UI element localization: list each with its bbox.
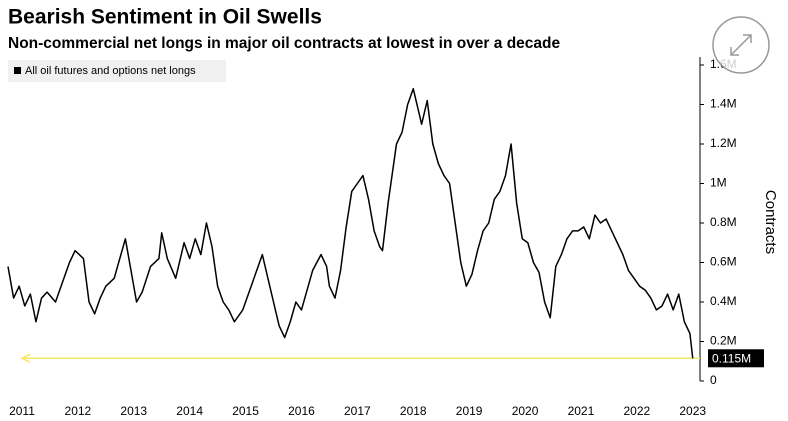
legend-swatch — [14, 67, 21, 74]
x-tick-label: 2012 — [65, 404, 92, 418]
y-tick-label: 1.4M — [710, 97, 737, 111]
y-axis-label: Contracts — [762, 190, 779, 254]
expand-icon[interactable] — [712, 16, 770, 74]
x-tick-label: 2023 — [679, 404, 706, 418]
legend-box — [8, 60, 226, 82]
annotation-label: 0.115M — [712, 351, 751, 365]
y-tick-label: 0.8M — [710, 215, 737, 229]
data-line — [7, 87, 694, 359]
x-tick-label: 2011 — [9, 404, 35, 418]
x-tick-label: 2016 — [288, 404, 315, 418]
x-tick-label: 2022 — [623, 404, 650, 418]
y-tick-label: 0.2M — [710, 334, 737, 348]
annotation-box — [708, 349, 764, 368]
y-tick-label: 1M — [710, 176, 727, 190]
y-tick-label: 1.2M — [710, 136, 737, 150]
x-tick-label: 2018 — [400, 404, 427, 418]
y-tick-label: 0 — [710, 373, 717, 387]
x-tick-label: 2017 — [344, 404, 371, 418]
x-tick-label: 2019 — [456, 404, 483, 418]
x-tick-label: 2020 — [512, 404, 539, 418]
chart-title: Bearish Sentiment in Oil Swells — [8, 6, 322, 29]
x-tick-label: 2015 — [232, 404, 259, 418]
x-tick-label: 2021 — [568, 404, 595, 418]
x-tick-label: 2013 — [120, 404, 147, 418]
legend-label: All oil futures and options net longs — [25, 65, 196, 77]
y-tick-label: 0.6M — [710, 255, 737, 269]
x-tick-label: 2014 — [176, 404, 203, 418]
annotation-arrow — [20, 353, 31, 363]
y-tick-label: 0.4M — [710, 294, 737, 308]
expand-arrows[interactable] — [730, 34, 752, 56]
chart-subtitle: Non-commercial net longs in major oil co… — [8, 35, 560, 52]
